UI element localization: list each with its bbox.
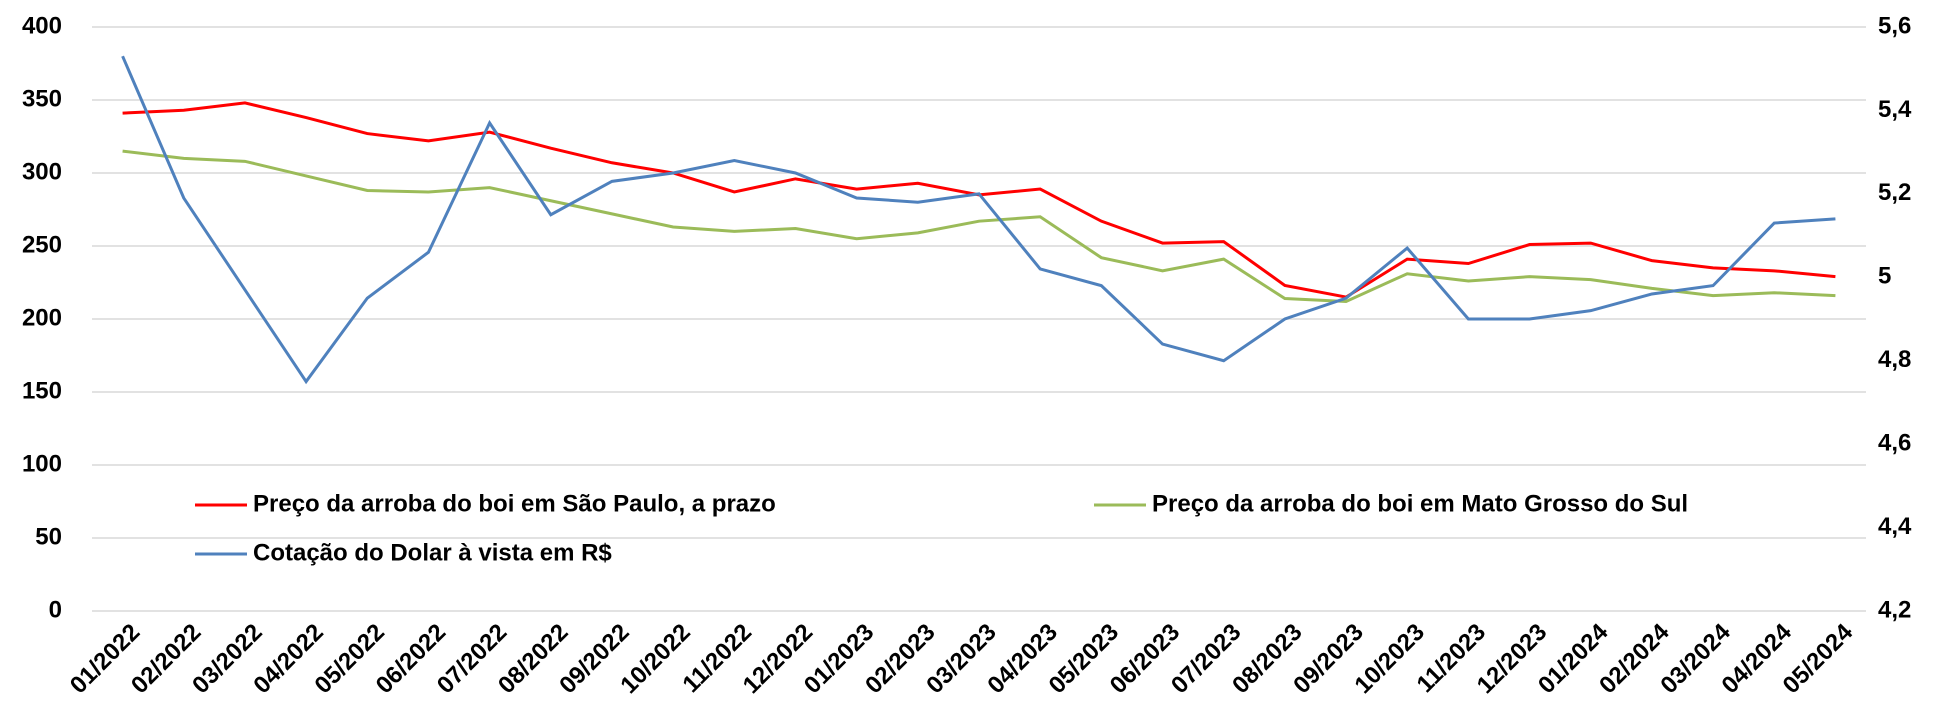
series-line bbox=[121, 55, 1836, 385]
y2-tick-label: 4,6 bbox=[1878, 429, 1911, 456]
y-tick-label: 250 bbox=[22, 231, 62, 258]
series-line bbox=[122, 149, 1836, 303]
y-tick-label: 350 bbox=[22, 85, 62, 112]
y2-tick-label: 4,2 bbox=[1878, 596, 1911, 623]
y2-tick-label: 4,8 bbox=[1878, 346, 1911, 373]
x-tick-label: 05/2024 bbox=[1778, 618, 1859, 699]
legend-label: Cotação do Dolar à vista em R$ bbox=[253, 539, 612, 566]
y2-tick-label: 5,6 bbox=[1878, 12, 1911, 39]
y2-tick-label: 4,4 bbox=[1878, 513, 1912, 540]
y-tick-label: 200 bbox=[22, 304, 62, 331]
y2-tick-label: 5 bbox=[1878, 263, 1891, 290]
legend-label: Preço da arroba do boi em São Paulo, a p… bbox=[253, 490, 776, 517]
y-tick-label: 150 bbox=[22, 377, 62, 404]
y-tick-label: 300 bbox=[22, 158, 62, 185]
legend-label: Preço da arroba do boi em Mato Grosso do… bbox=[1152, 490, 1688, 517]
y2-tick-label: 5,4 bbox=[1878, 96, 1912, 123]
y-tick-label: 100 bbox=[22, 450, 62, 477]
y-tick-label: 0 bbox=[49, 596, 62, 623]
y-tick-label: 50 bbox=[35, 523, 62, 550]
series-line bbox=[122, 101, 1836, 299]
y-tick-label: 400 bbox=[22, 12, 62, 39]
y2-tick-label: 5,2 bbox=[1878, 179, 1911, 206]
